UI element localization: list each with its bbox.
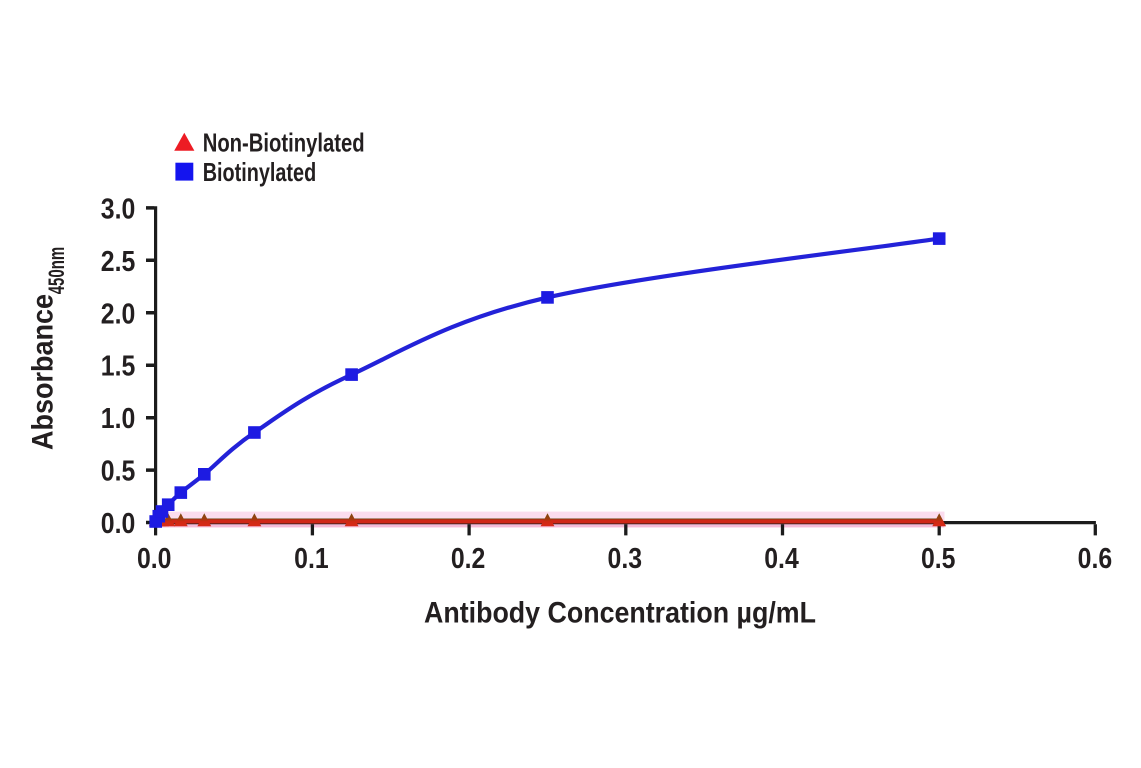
svg-text:Biotinylated: Biotinylated [203, 157, 317, 187]
svg-text:450nm: 450nm [44, 247, 69, 295]
svg-text:0.5: 0.5 [921, 543, 956, 575]
svg-text:0.2: 0.2 [451, 543, 486, 575]
svg-text:0.3: 0.3 [608, 543, 643, 575]
svg-text:0.1: 0.1 [294, 543, 329, 575]
svg-text:Antibody Concentration µg/mL: Antibody Concentration µg/mL [424, 597, 816, 630]
svg-text:0.4: 0.4 [764, 543, 799, 575]
svg-text:1.5: 1.5 [101, 351, 136, 383]
svg-text:0.0: 0.0 [137, 543, 172, 575]
svg-text:Absorbance: Absorbance [26, 294, 59, 450]
svg-text:0.5: 0.5 [101, 456, 136, 488]
svg-text:2.5: 2.5 [101, 246, 136, 278]
svg-text:Non-Biotinylated: Non-Biotinylated [203, 127, 365, 157]
svg-text:0.0: 0.0 [101, 508, 136, 540]
svg-text:0.6: 0.6 [1078, 543, 1113, 575]
svg-text:3.0: 3.0 [101, 193, 136, 225]
svg-text:1.0: 1.0 [101, 403, 136, 435]
svg-text:2.0: 2.0 [101, 298, 136, 330]
